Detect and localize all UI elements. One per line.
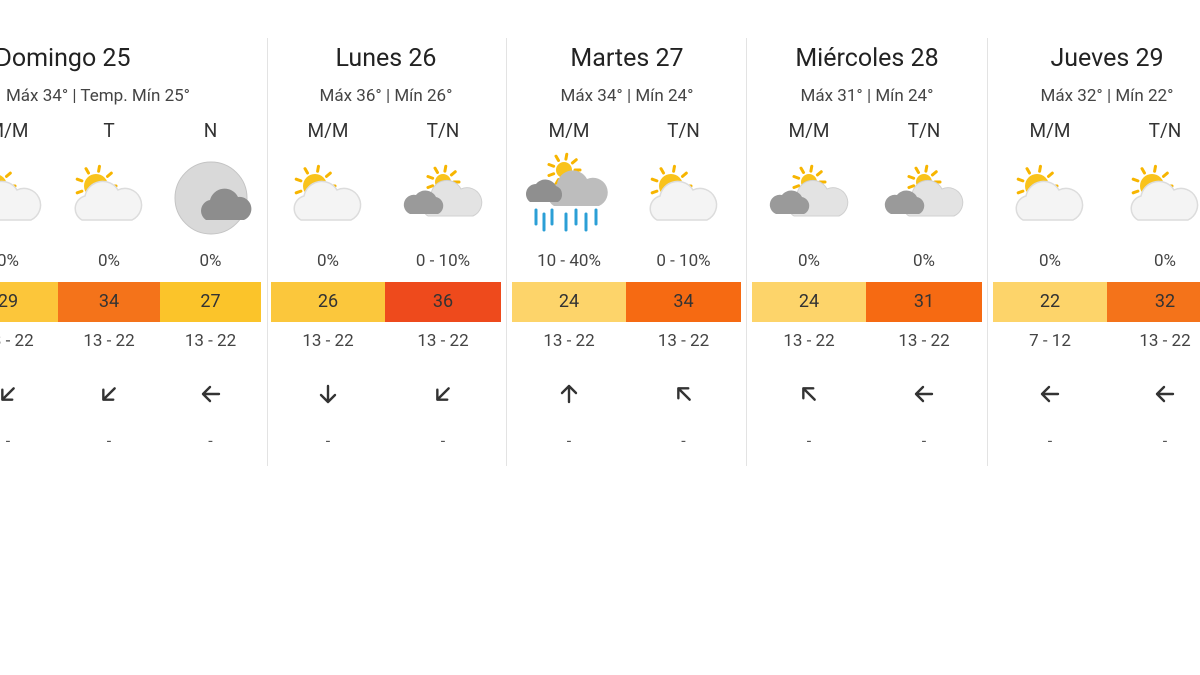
precipitation: 10 - 40%: [537, 251, 601, 271]
wind-range: 13 - 22: [302, 331, 354, 351]
wind-arrow: [436, 387, 450, 401]
day-summary: Máx 34° | Mín 24°: [560, 86, 694, 106]
period-label: M/M: [1029, 119, 1071, 142]
separator: [746, 38, 747, 466]
extra: -: [566, 431, 572, 450]
wind-range: 13 - 22: [417, 331, 469, 351]
period-label: T/N: [1148, 119, 1182, 142]
wind-range: 13 - 22: [543, 331, 595, 351]
wind-arrow: [201, 385, 220, 403]
extra: -: [440, 431, 446, 450]
temperature-cell: 22: [993, 282, 1107, 322]
wind-arrow: [560, 384, 578, 404]
weather-icon: [403, 164, 483, 217]
day-summary: Máx 36° | Mín 26°: [319, 86, 453, 106]
weather-icon: [0, 171, 42, 221]
precipitation: 0%: [1038, 251, 1062, 271]
temperature-cell: 36: [385, 282, 501, 322]
extra: -: [5, 431, 11, 450]
temperature-cell: 29: [0, 282, 58, 322]
weather-icon: [1015, 164, 1084, 221]
wind-arrow: [1040, 385, 1060, 403]
precipitation: 0 - 10%: [656, 251, 711, 271]
period-label: M/M: [548, 119, 590, 142]
period-label: T: [103, 119, 115, 142]
extra: -: [681, 431, 686, 450]
day-summary: Máx 31° | Mín 24°: [800, 86, 934, 106]
weather-icon: [74, 164, 143, 221]
temperature-cell: 31: [866, 282, 982, 322]
separator: [506, 38, 507, 466]
temperature-cell: 32: [1107, 282, 1200, 322]
wind-range: 13 - 22: [0, 331, 34, 351]
day-summary: Máx 34° | Temp. Mín 25°: [5, 86, 191, 106]
wind-range: 13 - 22: [1139, 331, 1191, 351]
day-title: Miércoles 28: [795, 44, 939, 73]
extra: -: [1162, 431, 1168, 450]
separator: [987, 38, 988, 466]
extra: -: [325, 431, 331, 450]
wind-range: 13 - 22: [657, 331, 710, 351]
weather-icon: [293, 164, 362, 221]
temperature-cell: 24: [752, 282, 866, 322]
period-label: M/M: [307, 119, 349, 142]
precipitation: 0%: [316, 251, 340, 271]
extra: -: [1047, 431, 1053, 450]
temperature-cell: 24: [512, 282, 626, 322]
wind-arrow: [914, 385, 934, 403]
wind-range: 13 - 22: [898, 331, 950, 351]
period-label: M/M: [788, 119, 830, 142]
wind-range: 13 - 22: [184, 331, 237, 351]
weather-icon: [648, 164, 717, 221]
period-label: M/M: [0, 119, 29, 142]
weather-icon: [526, 152, 608, 232]
wind-arrow: [102, 387, 116, 401]
wind-arrow: [802, 387, 816, 401]
temperature-cell: 34: [626, 282, 741, 322]
precipitation: 0%: [912, 251, 936, 271]
weather-icon: [769, 164, 849, 217]
precipitation: 0%: [199, 251, 222, 271]
period-label: N: [203, 119, 218, 142]
day-title: Domingo 25: [0, 44, 131, 73]
precipitation: 0%: [0, 251, 20, 271]
extra: -: [106, 431, 112, 450]
weather-icon: [174, 161, 251, 235]
weather-icon: [884, 164, 964, 217]
precipitation: 0 - 10%: [415, 251, 471, 271]
period-label: T/N: [907, 119, 941, 142]
day-summary: Máx 32° | Mín 22°: [1040, 86, 1174, 106]
period-label: T/N: [426, 119, 460, 142]
extra: -: [921, 431, 927, 450]
wind-arrow: [1155, 385, 1175, 403]
temperature-cell: 34: [58, 282, 160, 322]
wind-range: 7 - 12: [1029, 331, 1071, 351]
separator: [267, 38, 268, 466]
precipitation: 0%: [1153, 251, 1177, 271]
wind-arrow: [319, 384, 337, 404]
precipitation: 0%: [97, 251, 121, 271]
period-label: T/N: [667, 119, 700, 142]
wind-range: 13 - 22: [783, 331, 835, 351]
precipitation: 0%: [797, 251, 821, 271]
temperature-cell: 27: [160, 282, 261, 322]
extra: -: [208, 431, 213, 450]
temperature-cell: 26: [271, 282, 385, 322]
day-title: Martes 27: [570, 44, 684, 73]
day-title: Jueves 29: [1050, 44, 1164, 73]
weather-icon: [1130, 164, 1199, 221]
day-title: Lunes 26: [335, 44, 437, 73]
wind-arrow: [676, 387, 691, 401]
wind-arrow: [1, 387, 15, 401]
extra: -: [806, 431, 812, 450]
wind-range: 13 - 22: [83, 331, 135, 351]
